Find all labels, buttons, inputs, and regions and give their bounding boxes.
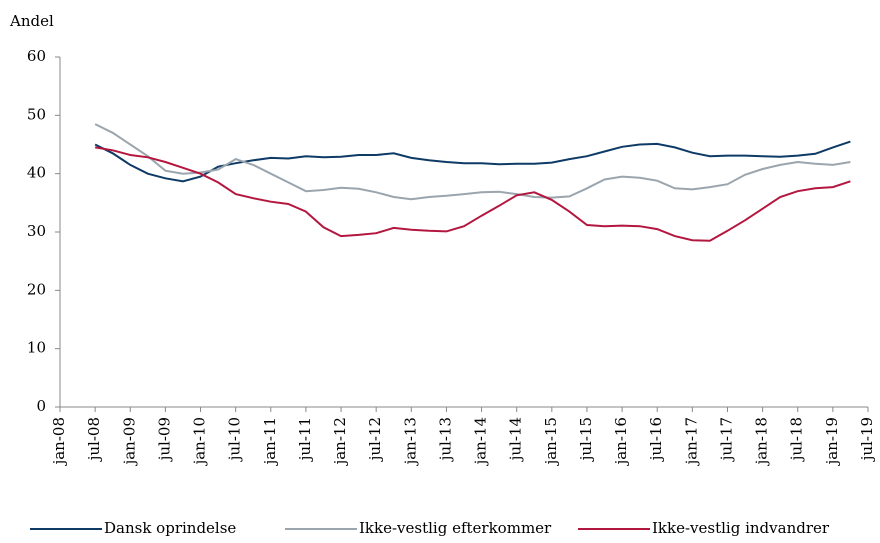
x-tick-label: jan-08 <box>50 417 68 466</box>
x-tick-label: jan-14 <box>472 417 490 466</box>
x-tick-label: jan-09 <box>120 417 138 466</box>
y-tick-label: 40 <box>27 164 46 182</box>
x-tick-label: jul-15 <box>577 417 595 462</box>
legend-label: Ikke-vestlig efterkommer <box>359 519 552 537</box>
x-tick-label: jul-16 <box>647 417 665 462</box>
x-tick-label: jul-12 <box>366 417 384 462</box>
x-tick-label: jul-18 <box>788 417 806 462</box>
x-tick-label: jul-19 <box>858 417 876 462</box>
x-tick-label: jan-19 <box>823 417 841 466</box>
legend-label: Ikke-vestlig indvandrer <box>652 519 830 537</box>
line-series <box>94 146 851 242</box>
y-tick-label: 30 <box>27 222 46 240</box>
line-series <box>94 123 851 201</box>
x-tick-label: jan-17 <box>682 417 700 466</box>
y-tick-label: 0 <box>36 397 46 415</box>
legend-label: Dansk oprindelse <box>104 519 236 537</box>
x-tick-label: jul-09 <box>155 417 173 462</box>
x-tick-label: jul-14 <box>507 417 525 462</box>
x-tick-label: jul-11 <box>296 417 314 462</box>
y-tick-label: 60 <box>27 47 46 65</box>
x-tick-label: jan-10 <box>191 417 209 466</box>
y-tick-label: 10 <box>27 339 46 357</box>
x-tick-label: jul-17 <box>717 417 735 462</box>
x-tick-label: jan-13 <box>401 417 419 466</box>
x-tick-label: jan-16 <box>612 417 630 466</box>
y-tick-label: 50 <box>27 105 46 123</box>
x-tick-label: jul-13 <box>436 417 454 462</box>
line-series <box>94 140 851 183</box>
y-tick-label: 20 <box>27 280 46 298</box>
x-tick-label: jul-10 <box>226 417 244 462</box>
x-tick-label: jan-11 <box>261 417 279 466</box>
x-tick-label: jan-18 <box>753 417 771 466</box>
x-tick-label: jul-08 <box>85 417 103 462</box>
x-tick-label: jan-15 <box>542 417 560 466</box>
x-tick-label: jan-12 <box>331 417 349 466</box>
y-axis-label: Andel <box>9 12 54 30</box>
